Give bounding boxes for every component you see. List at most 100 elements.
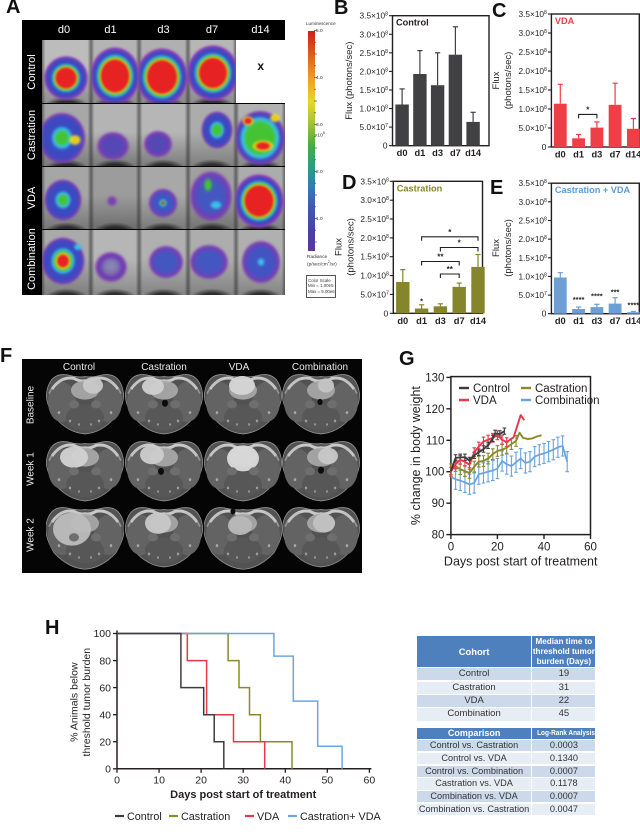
svg-text:VDA: VDA xyxy=(473,395,497,407)
svg-text:Flux: Flux xyxy=(491,239,502,257)
svg-text:d3: d3 xyxy=(435,316,446,326)
svg-text:d7: d7 xyxy=(454,316,465,326)
svg-text:2.0×108: 2.0×108 xyxy=(518,66,547,76)
svg-text:2.5×108: 2.5×108 xyxy=(360,214,389,224)
svg-text:d1: d1 xyxy=(573,316,584,326)
svg-text:1.5×108: 1.5×108 xyxy=(518,85,547,95)
svg-text:1.5×108: 1.5×108 xyxy=(360,85,389,95)
svg-text:Flux (photons/sec): Flux (photons/sec) xyxy=(344,42,355,120)
svg-text:Combination: Combination xyxy=(535,395,600,407)
svg-text:20: 20 xyxy=(195,774,207,786)
svg-text:Castration: Castration xyxy=(397,183,443,193)
svg-text:***: *** xyxy=(611,288,620,297)
svg-text:**: ** xyxy=(447,265,454,274)
svg-text:0: 0 xyxy=(542,142,547,152)
svg-text:100: 100 xyxy=(425,467,444,479)
svg-text:2.0×108: 2.0×108 xyxy=(360,66,389,76)
svg-text:120: 120 xyxy=(425,404,444,416)
svg-text:0: 0 xyxy=(542,309,547,319)
svg-text:*: * xyxy=(448,228,452,237)
svg-text:60: 60 xyxy=(364,774,376,786)
svg-text:d1: d1 xyxy=(416,316,427,326)
svg-text:2.0×108: 2.0×108 xyxy=(360,233,389,243)
svg-text:VDA: VDA xyxy=(257,811,280,823)
svg-text:d0: d0 xyxy=(397,316,408,326)
svg-text:0: 0 xyxy=(383,141,388,151)
svg-text:d14: d14 xyxy=(470,316,487,326)
svg-text:Control: Control xyxy=(396,18,429,28)
svg-text:5.0×107: 5.0×107 xyxy=(360,289,389,299)
svg-text:Control: Control xyxy=(127,811,162,823)
svg-text:5.0×107: 5.0×107 xyxy=(518,123,547,133)
svg-text:3.0×108: 3.0×108 xyxy=(360,29,389,39)
svg-text:d14: d14 xyxy=(625,316,640,326)
svg-text:Flux: Flux xyxy=(491,71,502,89)
svg-text:1.0×108: 1.0×108 xyxy=(360,271,389,281)
svg-text:****: **** xyxy=(591,292,603,301)
svg-text:(photons/sec): (photons/sec) xyxy=(503,52,514,110)
svg-text:20: 20 xyxy=(491,542,504,554)
svg-text:1.0×108: 1.0×108 xyxy=(360,104,389,114)
svg-text:100: 100 xyxy=(93,628,111,640)
svg-text:3.0×108: 3.0×108 xyxy=(360,195,389,205)
svg-text:130: 130 xyxy=(425,372,444,384)
svg-text:3.5×108: 3.5×108 xyxy=(518,9,547,19)
svg-text:5.0×107: 5.0×107 xyxy=(518,290,547,300)
svg-text:****: **** xyxy=(573,295,585,304)
svg-text:d7: d7 xyxy=(450,148,461,158)
svg-text:2.5×108: 2.5×108 xyxy=(360,48,389,58)
svg-text:d0: d0 xyxy=(555,316,566,326)
svg-text:Days post start of treatment: Days post start of treatment xyxy=(170,789,316,801)
svg-text:Castration: Castration xyxy=(181,811,230,823)
svg-text:d1: d1 xyxy=(414,148,425,158)
svg-text:Days post start of treatment: Days post start of treatment xyxy=(444,555,598,569)
svg-text:1.0×108: 1.0×108 xyxy=(518,104,547,114)
svg-text:30: 30 xyxy=(237,774,249,786)
svg-text:40: 40 xyxy=(538,542,551,554)
svg-text:0: 0 xyxy=(448,542,454,554)
svg-text:(photons/sec): (photons/sec) xyxy=(346,218,357,276)
svg-text:VDA: VDA xyxy=(555,16,575,26)
svg-text:Castration: Castration xyxy=(535,383,587,395)
svg-text:3.0×108: 3.0×108 xyxy=(518,28,547,38)
svg-text:(photons/sec): (photons/sec) xyxy=(503,219,514,277)
svg-text:3.0×108: 3.0×108 xyxy=(518,197,547,207)
svg-text:0: 0 xyxy=(114,774,120,786)
svg-text:10: 10 xyxy=(153,774,165,786)
svg-text:d0: d0 xyxy=(397,148,408,158)
svg-text:80: 80 xyxy=(99,655,111,667)
svg-text:Castration + VDA: Castration + VDA xyxy=(555,185,631,195)
svg-text:d14: d14 xyxy=(625,150,640,160)
svg-text:40: 40 xyxy=(279,774,291,786)
svg-text:1.0×108: 1.0×108 xyxy=(518,271,547,281)
svg-text:2.5×108: 2.5×108 xyxy=(518,215,547,225)
svg-text:50: 50 xyxy=(321,774,333,786)
svg-text:0: 0 xyxy=(105,764,111,776)
svg-text:d7: d7 xyxy=(610,316,621,326)
svg-text:d7: d7 xyxy=(610,150,621,160)
svg-text:d3: d3 xyxy=(591,150,602,160)
svg-text:60: 60 xyxy=(99,682,111,694)
svg-text:60: 60 xyxy=(584,542,597,554)
svg-text:**: ** xyxy=(437,253,444,262)
svg-text:threshold tumor burden: threshold tumor burden xyxy=(81,648,93,757)
svg-text:2.0×108: 2.0×108 xyxy=(518,234,547,244)
svg-text:3.5×108: 3.5×108 xyxy=(360,11,389,21)
svg-text:3.5×108: 3.5×108 xyxy=(518,178,547,188)
svg-text:*: * xyxy=(586,105,590,114)
svg-text:3.5×108: 3.5×108 xyxy=(360,176,389,186)
svg-text:Castration+ VDA: Castration+ VDA xyxy=(300,811,382,823)
svg-text:1.5×108: 1.5×108 xyxy=(518,253,547,263)
svg-text:*: * xyxy=(458,239,462,248)
svg-text:5.0×107: 5.0×107 xyxy=(360,122,389,132)
svg-text:110: 110 xyxy=(426,435,444,447)
svg-text:d3: d3 xyxy=(432,148,443,158)
svg-text:*: * xyxy=(420,297,423,306)
svg-text:d1: d1 xyxy=(573,150,584,160)
svg-text:Flux: Flux xyxy=(334,238,345,256)
svg-text:80: 80 xyxy=(432,530,445,542)
svg-text:40: 40 xyxy=(99,709,111,721)
svg-text:20: 20 xyxy=(99,736,111,748)
svg-text:d0: d0 xyxy=(555,150,566,160)
svg-text:Control: Control xyxy=(473,383,510,395)
